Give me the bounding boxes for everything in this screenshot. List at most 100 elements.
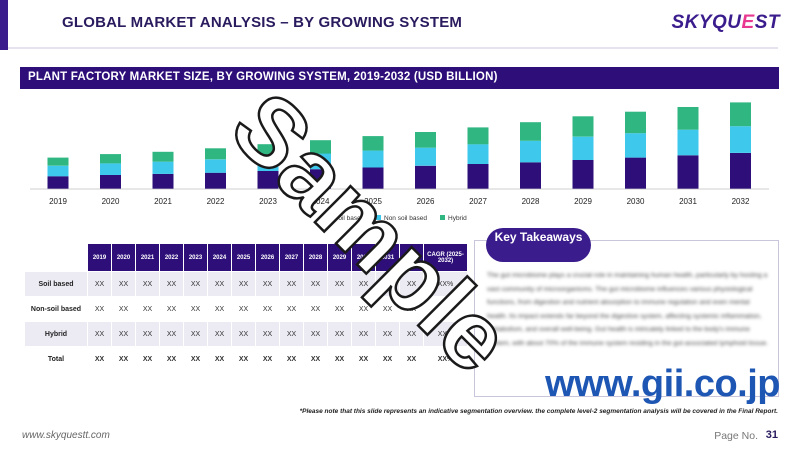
table-cell: XX: [375, 346, 400, 372]
table-cell: XX: [303, 321, 328, 347]
table-cell: XX: [87, 321, 112, 347]
bar-nonsoil-2019: [47, 165, 69, 177]
table-cell: XX: [255, 346, 280, 372]
table-cell: XX: [303, 271, 328, 297]
x-tick-label: 2025: [364, 197, 382, 206]
bar-hybrid-2023: [257, 144, 279, 157]
table-cell: XX: [327, 321, 352, 347]
table-row: Non-soil based XX XX XX XX XX XX XX XX XX XX XX XX XX…: [24, 296, 468, 322]
bar-nonsoil-2030: [625, 133, 646, 158]
bar-hybrid-2020: [100, 154, 121, 164]
bar-soil-2022: [205, 172, 226, 189]
x-tick-label: 2031: [679, 197, 697, 206]
skyquest-logo: SKYQUEST: [671, 12, 780, 33]
legend-label-hybrid: Hybrid: [448, 215, 467, 222]
stacked-bar-chart: 2019 2020 2021 2022 2023 2024 2025 2026 2027 2028…: [30, 102, 769, 222]
key-takeaways-box: The gut microbiome plays a crucial role …: [474, 240, 779, 397]
bar-hybrid-2032: [730, 102, 751, 127]
table-cell: XX: [135, 321, 160, 347]
bar-soil-2024: [310, 169, 331, 189]
table-cell: XX: [111, 271, 136, 297]
bar-nonsoil-2026: [415, 147, 436, 166]
year-header: 2022: [159, 243, 184, 272]
year-header: 2026: [255, 243, 280, 272]
bar-hybrid-2025: [362, 136, 384, 151]
year-header: 2029: [327, 243, 352, 272]
table-cell: XX: [255, 321, 280, 347]
table-cell: XX: [351, 346, 376, 372]
bar-nonsoil-2022: [205, 159, 226, 173]
table-cell: XX: [135, 296, 160, 322]
bar-hybrid-2024: [310, 140, 331, 154]
x-tick-label: 2022: [207, 197, 225, 206]
table-cell: XX: [399, 271, 424, 297]
table-cell: XX: [183, 296, 208, 322]
table-cell: XX: [303, 296, 328, 322]
year-header: 2031: [375, 243, 400, 272]
takeaways-text: The gut microbiome plays a crucial role …: [487, 272, 769, 347]
x-tick-label: 2027: [469, 197, 487, 206]
table-cell: XX: [327, 296, 352, 322]
chart-header-banner: PLANT FACTORY MARKET SIZE, BY GROWING SY…: [20, 67, 779, 89]
cagr-cell: XX%: [423, 346, 468, 372]
table-cell: XX: [207, 321, 232, 347]
table-cell: XX: [87, 296, 112, 322]
table-cell: XX: [231, 296, 256, 322]
bar-nonsoil-2024: [310, 153, 331, 170]
page-title: GLOBAL MARKET ANALYSIS – BY GROWING SYST…: [62, 14, 463, 31]
chart-legend: Soil based Non soil based Hybrid: [326, 215, 467, 222]
year-header: 2024: [207, 243, 232, 272]
row-label: Soil based: [24, 271, 88, 297]
bar-hybrid-2029: [572, 116, 594, 137]
legend-swatch-soil: [326, 215, 331, 220]
row-label: Hybrid: [24, 321, 88, 347]
table-cell: XX: [279, 271, 304, 297]
table-cell: XX: [159, 296, 184, 322]
row-label: Total: [24, 346, 88, 372]
table-cell: XX: [111, 321, 136, 347]
x-tick-label: 2029: [574, 197, 592, 206]
table-cell: XX: [327, 346, 352, 372]
bar-soil-2021: [152, 173, 174, 189]
bar-nonsoil-2023: [257, 156, 279, 171]
table-corner: [24, 243, 88, 272]
table-cell: XX: [159, 321, 184, 347]
year-header: 2030: [351, 243, 376, 272]
bar-nonsoil-2027: [467, 144, 489, 164]
bar-hybrid-2027: [467, 127, 489, 145]
key-takeaways-title: Key Takeaways: [486, 228, 591, 262]
legend-label-soil: Soil based: [334, 215, 365, 222]
table-cell: XX: [111, 346, 136, 372]
page-number: 31: [765, 429, 778, 441]
bar-nonsoil-2028: [520, 140, 541, 163]
footer-website-link[interactable]: www.skyquestt.com: [22, 430, 110, 441]
table-cell: XX: [183, 271, 208, 297]
table-cell: XX: [87, 346, 112, 372]
cagr-cell: XX%: [423, 271, 468, 297]
legend-swatch-nonsoil: [376, 215, 381, 220]
x-tick-label: 2023: [259, 197, 277, 206]
bar-hybrid-2026: [415, 132, 436, 148]
year-header: 2019: [87, 243, 112, 272]
bar-hybrid-2019: [47, 157, 69, 166]
table-cell: XX: [279, 346, 304, 372]
table-cell: XX: [159, 346, 184, 372]
disclaimer-note: *Please note that this slide represents …: [299, 408, 778, 415]
cagr-header: CAGR (2025-2032): [423, 243, 468, 272]
table-row: Total XX XX XX XX XX XX XX XX XX XX XX XX XX XX XX%: [24, 346, 468, 372]
segmentation-table: 2019 2020 2021 2022 2023 2024 2025 2026 2027 2028…: [24, 243, 468, 372]
table-cell: XX: [231, 321, 256, 347]
bar-soil-2031: [677, 155, 699, 189]
table-cell: XX: [279, 296, 304, 322]
table-cell: XX: [183, 321, 208, 347]
year-header: 2021: [135, 243, 160, 272]
table-cell: XX: [111, 296, 136, 322]
year-header: 2025: [231, 243, 256, 272]
x-tick-label: 2030: [627, 197, 645, 206]
bar-soil-2030: [625, 157, 646, 189]
bar-hybrid-2028: [520, 122, 541, 141]
table-cell: XX: [207, 296, 232, 322]
table-cell: XX: [375, 271, 400, 297]
page-number-label: Page No.: [714, 430, 758, 442]
cagr-cell: XX%: [423, 321, 468, 347]
